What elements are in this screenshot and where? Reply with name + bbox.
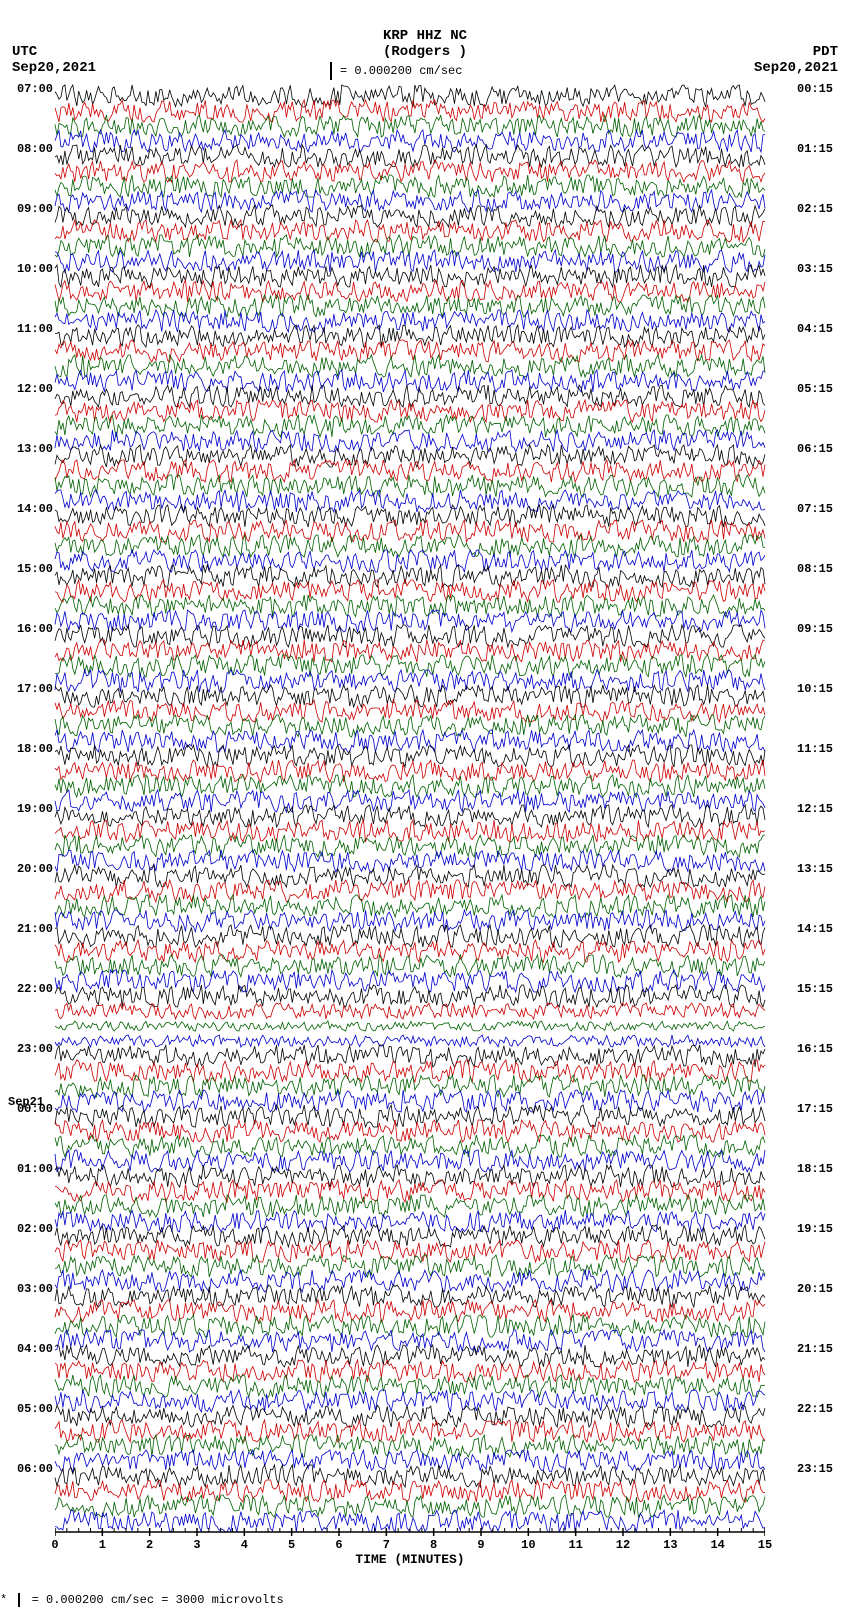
pdt-hour-label: 06:15 <box>797 442 842 456</box>
x-tick-label: 7 <box>383 1538 390 1552</box>
footer-bar-icon <box>18 1593 20 1607</box>
pdt-hour-label: 16:15 <box>797 1042 842 1056</box>
pdt-hour-label: 20:15 <box>797 1282 842 1296</box>
x-tick-label: 3 <box>193 1538 200 1552</box>
helicorder-plot <box>55 88 765 1528</box>
utc-hour-label: 19:00 <box>8 802 53 816</box>
x-tick-label: 4 <box>241 1538 248 1552</box>
utc-hour-label: 09:00 <box>8 202 53 216</box>
x-tick-label: 8 <box>430 1538 437 1552</box>
utc-hour-label: 03:00 <box>8 1282 53 1296</box>
x-tick-label: 15 <box>758 1538 772 1552</box>
pdt-hour-label: 01:15 <box>797 142 842 156</box>
x-tick-label: 1 <box>99 1538 106 1552</box>
x-tick-label: 6 <box>335 1538 342 1552</box>
pdt-hour-label: 07:15 <box>797 502 842 516</box>
right-timezone: PDT <box>813 44 838 60</box>
pdt-hour-label: 03:15 <box>797 262 842 276</box>
utc-hour-label: 18:00 <box>8 742 53 756</box>
pdt-hour-label: 02:15 <box>797 202 842 216</box>
helicorder-page: KRP HHZ NC (Rodgers ) UTC Sep20,2021 PDT… <box>0 0 850 1613</box>
utc-hour-label: 16:00 <box>8 622 53 636</box>
pdt-hour-label: 12:15 <box>797 802 842 816</box>
utc-hour-label: 22:00 <box>8 982 53 996</box>
utc-hour-label: 17:00 <box>8 682 53 696</box>
x-axis-title: TIME (MINUTES) <box>355 1552 464 1567</box>
x-axis-ticks <box>55 1528 765 1548</box>
pdt-hour-label: 11:15 <box>797 742 842 756</box>
pdt-hour-label: 00:15 <box>797 82 842 96</box>
pdt-hour-label: 23:15 <box>797 1462 842 1476</box>
utc-hour-label: 04:00 <box>8 1342 53 1356</box>
left-timezone: UTC <box>12 44 37 60</box>
x-tick-label: 0 <box>51 1538 58 1552</box>
utc-hour-label: 15:00 <box>8 562 53 576</box>
utc-hour-label: 11:00 <box>8 322 53 336</box>
right-date: Sep20,2021 <box>754 60 838 76</box>
pdt-hour-label: 14:15 <box>797 922 842 936</box>
pdt-hour-label: 13:15 <box>797 862 842 876</box>
utc-hour-label: 05:00 <box>8 1402 53 1416</box>
x-tick-label: 2 <box>146 1538 153 1552</box>
utc-hour-label: 01:00 <box>8 1162 53 1176</box>
utc-hour-label: 12:00 <box>8 382 53 396</box>
x-tick-label: 11 <box>568 1538 582 1552</box>
x-tick-label: 13 <box>663 1538 677 1552</box>
utc-hour-label: 02:00 <box>8 1222 53 1236</box>
station-title: KRP HHZ NC <box>383 28 467 44</box>
pdt-hour-label: 18:15 <box>797 1162 842 1176</box>
x-tick-label: 12 <box>616 1538 630 1552</box>
pdt-hour-label: 10:15 <box>797 682 842 696</box>
pdt-hour-label: 05:15 <box>797 382 842 396</box>
footer-prefix: * <box>0 1593 7 1607</box>
utc-hour-label: 07:00 <box>8 82 53 96</box>
scale-bar-icon <box>330 62 332 80</box>
footer-text: = 0.000200 cm/sec = 3000 microvolts <box>32 1593 284 1607</box>
pdt-hour-label: 15:15 <box>797 982 842 996</box>
utc-hour-label: 14:00 <box>8 502 53 516</box>
left-date: Sep20,2021 <box>12 60 96 76</box>
utc-hour-label: 13:00 <box>8 442 53 456</box>
x-tick-label: 5 <box>288 1538 295 1552</box>
x-axis: TIME (MINUTES) 0123456789101112131415 <box>55 1532 765 1572</box>
pdt-hour-label: 17:15 <box>797 1102 842 1116</box>
pdt-hour-label: 09:15 <box>797 622 842 636</box>
footer-scale: * = 0.000200 cm/sec = 3000 microvolts <box>0 1593 284 1607</box>
pdt-hour-label: 22:15 <box>797 1402 842 1416</box>
utc-hour-label: 23:00 <box>8 1042 53 1056</box>
pdt-hour-label: 04:15 <box>797 322 842 336</box>
utc-day-label: Sep21 <box>8 1095 58 1109</box>
x-tick-label: 9 <box>477 1538 484 1552</box>
utc-hour-label: 20:00 <box>8 862 53 876</box>
utc-hour-label: 10:00 <box>8 262 53 276</box>
pdt-hour-label: 08:15 <box>797 562 842 576</box>
pdt-hour-label: 21:15 <box>797 1342 842 1356</box>
x-tick-label: 14 <box>710 1538 724 1552</box>
utc-hour-label: 08:00 <box>8 142 53 156</box>
x-tick-label: 10 <box>521 1538 535 1552</box>
utc-hour-label: 06:00 <box>8 1462 53 1476</box>
location-subtitle: (Rodgers ) <box>383 44 467 60</box>
scale-text: = 0.000200 cm/sec <box>340 64 462 78</box>
utc-hour-label: 21:00 <box>8 922 53 936</box>
pdt-hour-label: 19:15 <box>797 1222 842 1236</box>
